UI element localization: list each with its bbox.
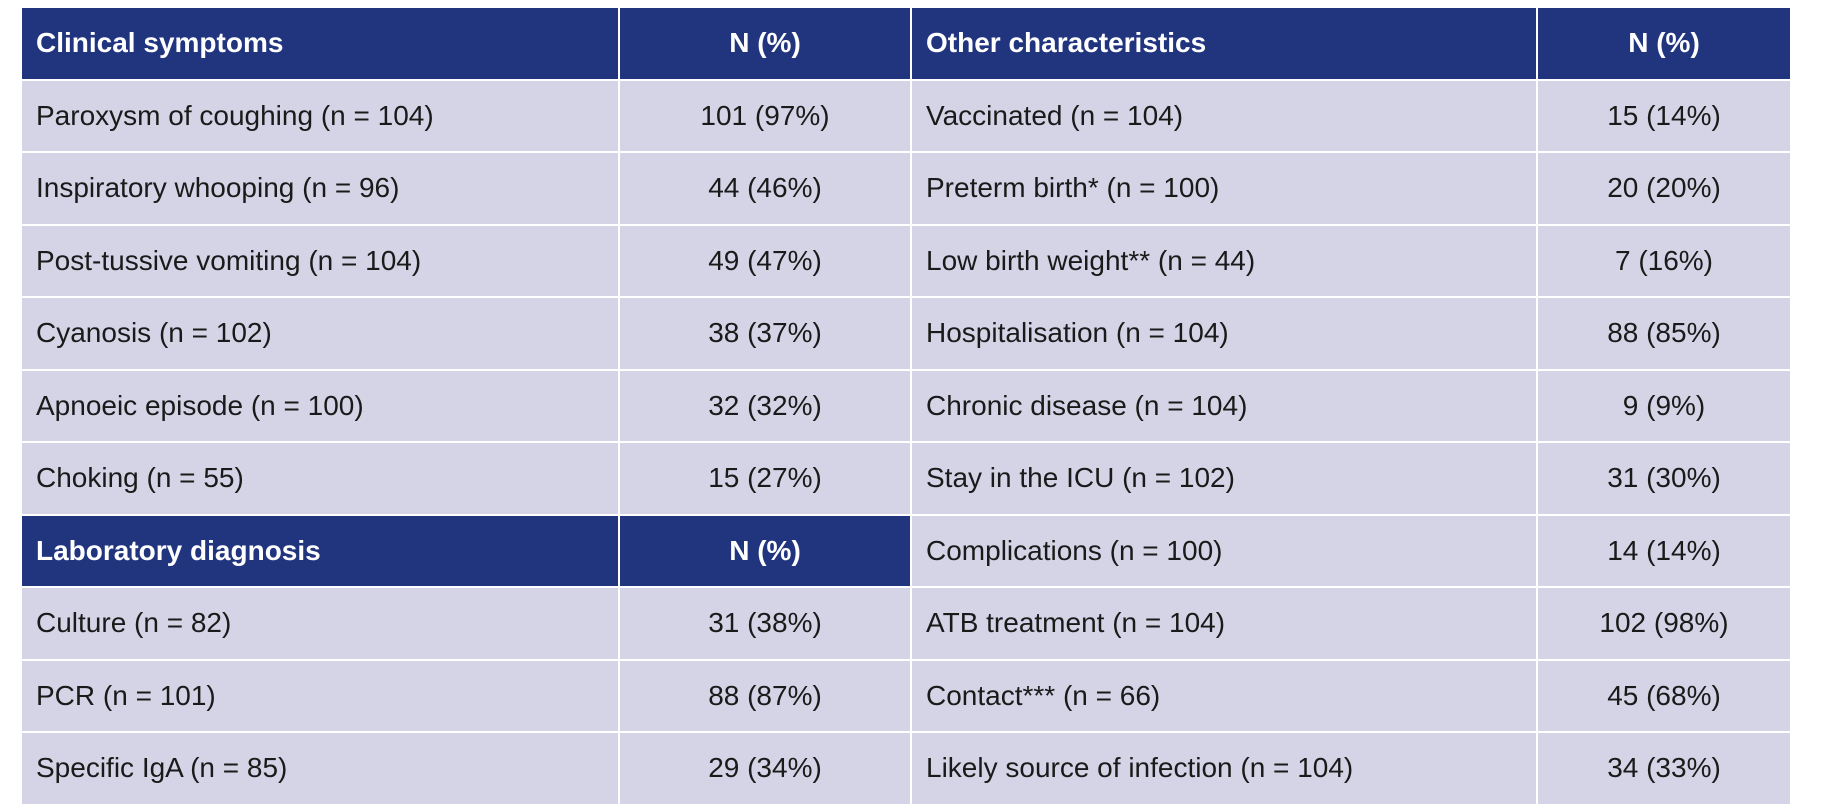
clinical-row-value: 49 (47%): [620, 225, 912, 298]
header-laboratory-diagnosis: Laboratory diagnosis: [22, 515, 620, 588]
laboratory-row-label: PCR (n = 101): [22, 660, 620, 733]
other-row-label: Hospitalisation (n = 104): [912, 298, 1538, 371]
laboratory-row-label: Culture (n = 82): [22, 588, 620, 661]
other-row-label: ATB treatment (n = 104): [912, 588, 1538, 661]
header-clinical-symptoms: Clinical symptoms: [22, 8, 620, 81]
clinical-row-label: Cyanosis (n = 102): [22, 298, 620, 371]
header-other-characteristics: Other characteristics: [912, 8, 1538, 81]
clinical-row-value: 32 (32%): [620, 370, 912, 443]
table-grid: Clinical symptoms N (%) Other characteri…: [22, 8, 1792, 806]
laboratory-row-value: 88 (87%): [620, 660, 912, 733]
other-row-value: 14 (14%): [1538, 515, 1792, 588]
other-row-value: 31 (30%): [1538, 443, 1792, 516]
header-laboratory-n: N (%): [620, 515, 912, 588]
other-row-value: 88 (85%): [1538, 298, 1792, 371]
clinical-row-label: Inspiratory whooping (n = 96): [22, 153, 620, 226]
clinical-row-value: 44 (46%): [620, 153, 912, 226]
laboratory-row-value: 29 (34%): [620, 733, 912, 806]
other-row-label: Stay in the ICU (n = 102): [912, 443, 1538, 516]
other-row-label: Contact*** (n = 66): [912, 660, 1538, 733]
clinical-row-label: Choking (n = 55): [22, 443, 620, 516]
other-row-label: Chronic disease (n = 104): [912, 370, 1538, 443]
header-other-n: N (%): [1538, 8, 1792, 81]
header-clinical-n: N (%): [620, 8, 912, 81]
other-row-value: 45 (68%): [1538, 660, 1792, 733]
other-row-value: 102 (98%): [1538, 588, 1792, 661]
clinical-row-label: Apnoeic episode (n = 100): [22, 370, 620, 443]
laboratory-row-value: 31 (38%): [620, 588, 912, 661]
other-row-label: Vaccinated (n = 104): [912, 80, 1538, 153]
characteristics-table: Clinical symptoms N (%) Other characteri…: [22, 8, 1792, 806]
other-row-value: 7 (16%): [1538, 225, 1792, 298]
other-row-label: Preterm birth* (n = 100): [912, 153, 1538, 226]
other-row-value: 34 (33%): [1538, 733, 1792, 806]
other-row-label: Likely source of infection (n = 104): [912, 733, 1538, 806]
clinical-row-label: Post-tussive vomiting (n = 104): [22, 225, 620, 298]
clinical-row-label: Paroxysm of coughing (n = 104): [22, 80, 620, 153]
other-row-value: 15 (14%): [1538, 80, 1792, 153]
clinical-row-value: 38 (37%): [620, 298, 912, 371]
other-row-label: Low birth weight** (n = 44): [912, 225, 1538, 298]
other-row-label: Complications (n = 100): [912, 515, 1538, 588]
other-row-value: 20 (20%): [1538, 153, 1792, 226]
laboratory-row-label: Specific IgA (n = 85): [22, 733, 620, 806]
clinical-row-value: 101 (97%): [620, 80, 912, 153]
clinical-row-value: 15 (27%): [620, 443, 912, 516]
other-row-value: 9 (9%): [1538, 370, 1792, 443]
